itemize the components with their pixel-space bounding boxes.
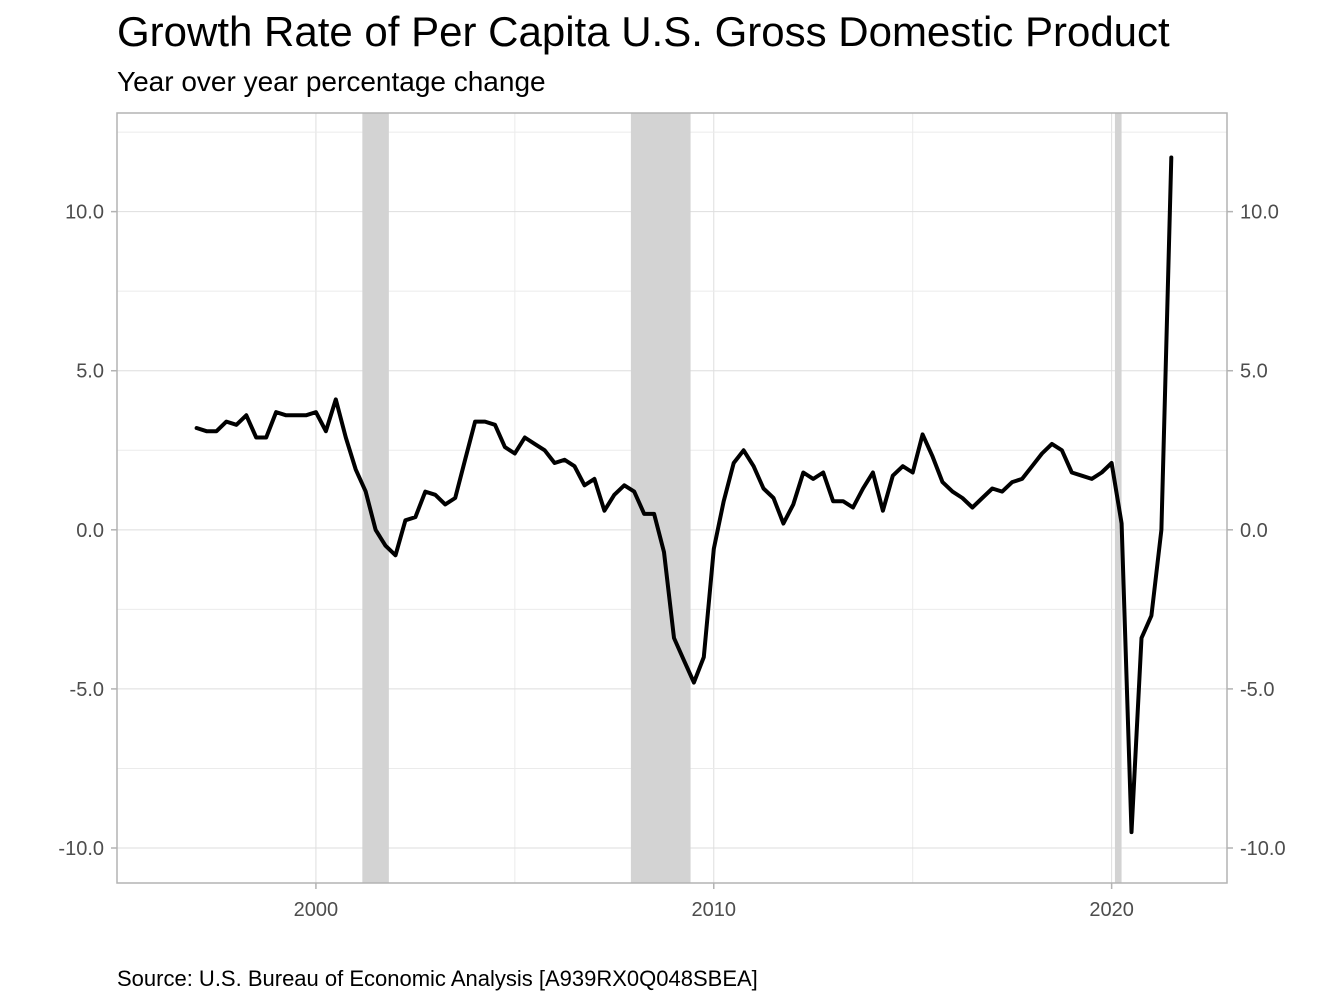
gdp-growth-line (194, 155, 1174, 835)
y-tick-label-left: -10.0 (58, 838, 104, 860)
y-tick-label-right: -10.0 (1240, 838, 1286, 860)
chart-subtitle: Year over year percentage change (117, 66, 546, 97)
panel-border (116, 112, 1228, 884)
axis-layer: 2000 2010 2020 -10.0 -10.0 -5.0 -5.0 0.0 0.0 5.0 5… (58, 202, 1285, 921)
y-tick-label-left: -5.0 (70, 679, 104, 701)
y-tick-label-right: 10.0 (1240, 202, 1279, 224)
y-tick-label-left: 5.0 (76, 361, 104, 383)
y-tick-label-left: 10.0 (65, 202, 104, 224)
chart-caption: Source: U.S. Bureau of Economic Analysis… (117, 966, 758, 991)
x-tick-label: 2000 (294, 899, 339, 921)
y-tick-label-right: -5.0 (1240, 679, 1274, 701)
x-tick-label: 2010 (692, 899, 737, 921)
line-layer (194, 155, 1174, 835)
x-tick-label: 2020 (1089, 899, 1134, 921)
y-tick-label-right: 5.0 (1240, 361, 1268, 383)
chart-title: Growth Rate of Per Capita U.S. Gross Dom… (117, 8, 1170, 55)
y-tick-label-right: 0.0 (1240, 520, 1268, 542)
recession-band (630, 113, 691, 883)
y-tick-label-left: 0.0 (76, 520, 104, 542)
recession-layer (362, 113, 1122, 883)
